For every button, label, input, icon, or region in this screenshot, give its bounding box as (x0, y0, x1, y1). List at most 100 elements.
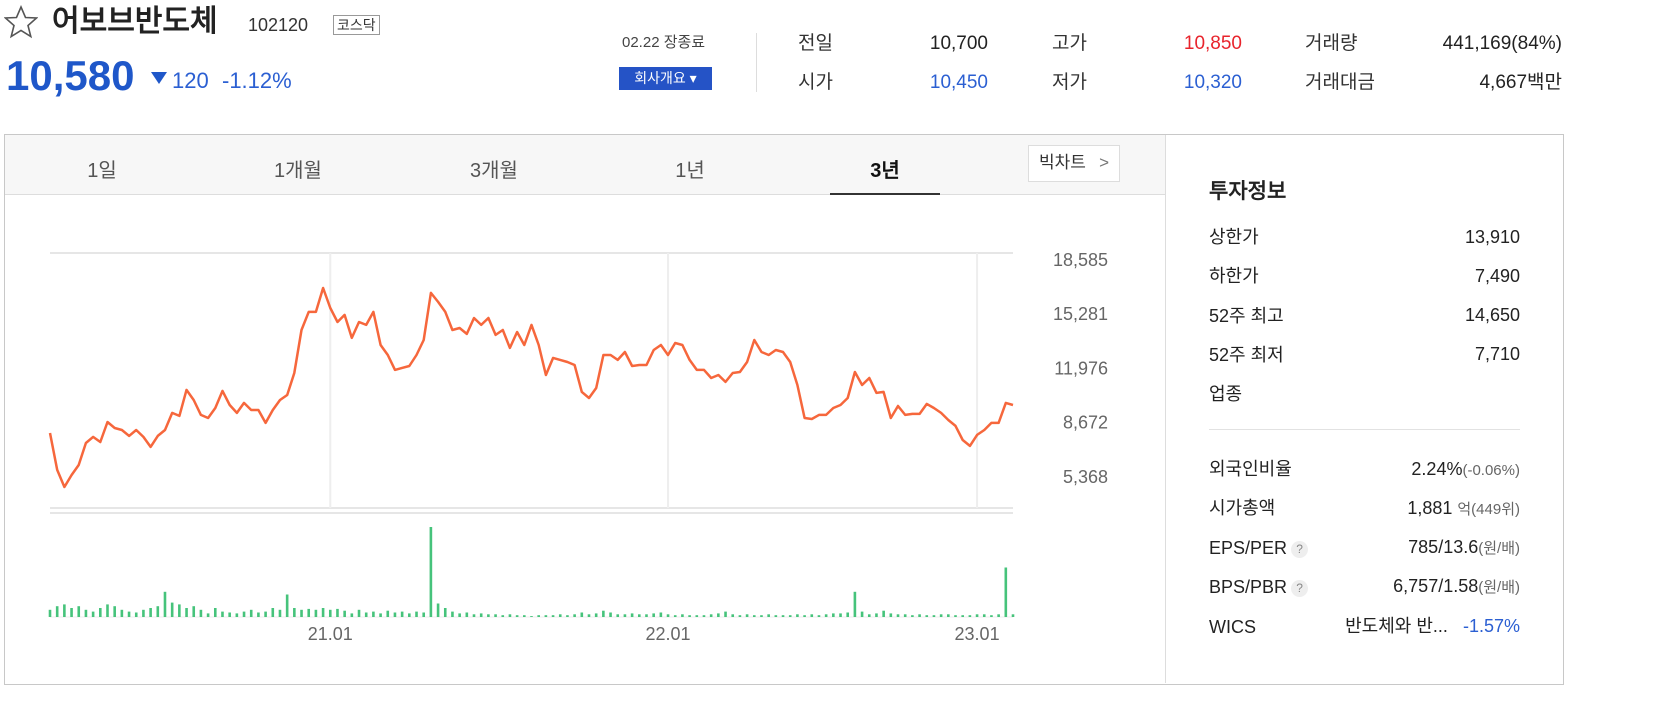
volume-bar (709, 614, 713, 617)
info-value[interactable]: 반도체와 반... (1345, 616, 1448, 636)
favorite-star[interactable] (4, 5, 38, 39)
volume-bar (961, 615, 964, 617)
volume-bar (530, 616, 533, 617)
volume-bar (645, 614, 648, 617)
volume-bar (666, 614, 670, 617)
period-tab[interactable]: 1일 (87, 160, 117, 182)
volume-bar (472, 614, 476, 617)
period-tab[interactable]: 3개월 (470, 160, 518, 182)
volume-bar (458, 613, 461, 617)
volume-bar (594, 613, 598, 617)
info-value-box: 6,757/1.58(원/배) (1300, 577, 1520, 595)
quote-value: 10,850 (1183, 33, 1242, 54)
volume-bar (630, 613, 634, 617)
volume-bar (544, 615, 548, 617)
volume-bar (918, 614, 921, 617)
volume-bar (788, 615, 792, 617)
volume-bar (637, 614, 641, 617)
volume-bar (659, 612, 663, 617)
volume-bar (127, 611, 131, 617)
volume-bar (264, 611, 267, 617)
info-label: 상한가 (1209, 227, 1259, 247)
volume-bar (84, 609, 88, 617)
volume-bar (99, 608, 102, 617)
period-tab[interactable]: 1개월 (274, 160, 322, 182)
volume-bar (386, 610, 390, 617)
info-value: 2.24% (1411, 459, 1463, 479)
volume-bar (120, 609, 124, 617)
volume-bar (372, 611, 375, 617)
info-label: 외국인비율 (1209, 459, 1292, 479)
volume-bar (853, 591, 857, 617)
tab-bar (5, 135, 1165, 195)
volume-bar (688, 615, 691, 617)
volume-bar (415, 611, 418, 617)
big-chart-button[interactable]: 빅차트 > (1028, 145, 1120, 182)
volume-bar (192, 606, 196, 617)
info-note: 억(449위) (1457, 501, 1520, 518)
volume-bar (882, 610, 885, 617)
down-arrow (151, 72, 167, 84)
panel-divider (1165, 135, 1166, 683)
quote-value: 10,320 (1183, 72, 1242, 93)
info-label: BPS/PBR (1209, 577, 1288, 597)
y-tick-label: 5,368 (1063, 467, 1108, 487)
volume-bar (436, 603, 440, 617)
current-price: 10,580 (6, 52, 135, 99)
volume-bar (616, 614, 620, 617)
volume-bar (328, 609, 332, 617)
y-tick-label: 18,585 (1053, 250, 1108, 270)
quote-value-box: 4,667백만 (1402, 73, 1562, 92)
volume-bar (551, 615, 555, 617)
volume-bar (393, 612, 397, 617)
info-note: (원/배) (1478, 540, 1520, 557)
volume-bar (889, 613, 893, 617)
active-tab-underline (830, 193, 940, 195)
info-note: (-0.06%) (1462, 462, 1520, 479)
y-tick-label: 15,281 (1053, 304, 1108, 324)
divider (756, 33, 757, 92)
volume-bar (602, 610, 605, 617)
quote-value: 10,450 (929, 72, 988, 93)
help-icon[interactable]: ? (1291, 540, 1309, 558)
volume-bar (558, 614, 562, 617)
volume-bar (652, 613, 655, 617)
info-note: -1.57% (1462, 616, 1520, 636)
volume-bar (343, 610, 346, 617)
volume-bar (810, 614, 814, 617)
x-tick-label: 23.01 (955, 624, 1000, 644)
company-button-label: 회사개요 (634, 70, 686, 86)
volume-bar (817, 615, 821, 617)
volume-bar (681, 614, 684, 617)
volume-bar (271, 608, 275, 617)
volume-bar (860, 611, 864, 617)
period-tab[interactable]: 3년 (870, 160, 900, 182)
quote-label: 고가 (1052, 33, 1087, 54)
company-button[interactable]: 회사개요 ▾ (619, 67, 712, 90)
info-note: (원/배) (1478, 579, 1520, 596)
volume-bar (113, 606, 116, 617)
trade-date: 02.22 장종료 (622, 34, 706, 51)
info-label: WICS (1209, 617, 1256, 637)
price-chart: 21.01 22.01 23.01 18,585 15,281 11,976 8,672 5,… (48, 250, 1108, 644)
info-label: 하한가 (1209, 266, 1259, 286)
volume-bar (774, 615, 778, 617)
quote-label: 저가 (1052, 72, 1087, 93)
volume-bar (408, 613, 411, 617)
volume-bar (156, 606, 160, 617)
volume-bar (185, 608, 188, 617)
volume-bar (479, 613, 483, 617)
period-tab[interactable]: 1년 (675, 160, 705, 182)
volume-bar (285, 594, 289, 617)
info-value: 6,757/1.58 (1393, 576, 1479, 596)
volume-bar (508, 614, 512, 617)
volume-bar (673, 615, 677, 617)
help-icon[interactable]: ? (1291, 579, 1309, 597)
volume-bar (903, 614, 907, 617)
volume-bar (487, 614, 490, 617)
volume-bar (580, 612, 584, 617)
x-tick-label: 22.01 (646, 624, 691, 644)
volume-bar (968, 615, 972, 617)
volume-bar (537, 615, 540, 617)
